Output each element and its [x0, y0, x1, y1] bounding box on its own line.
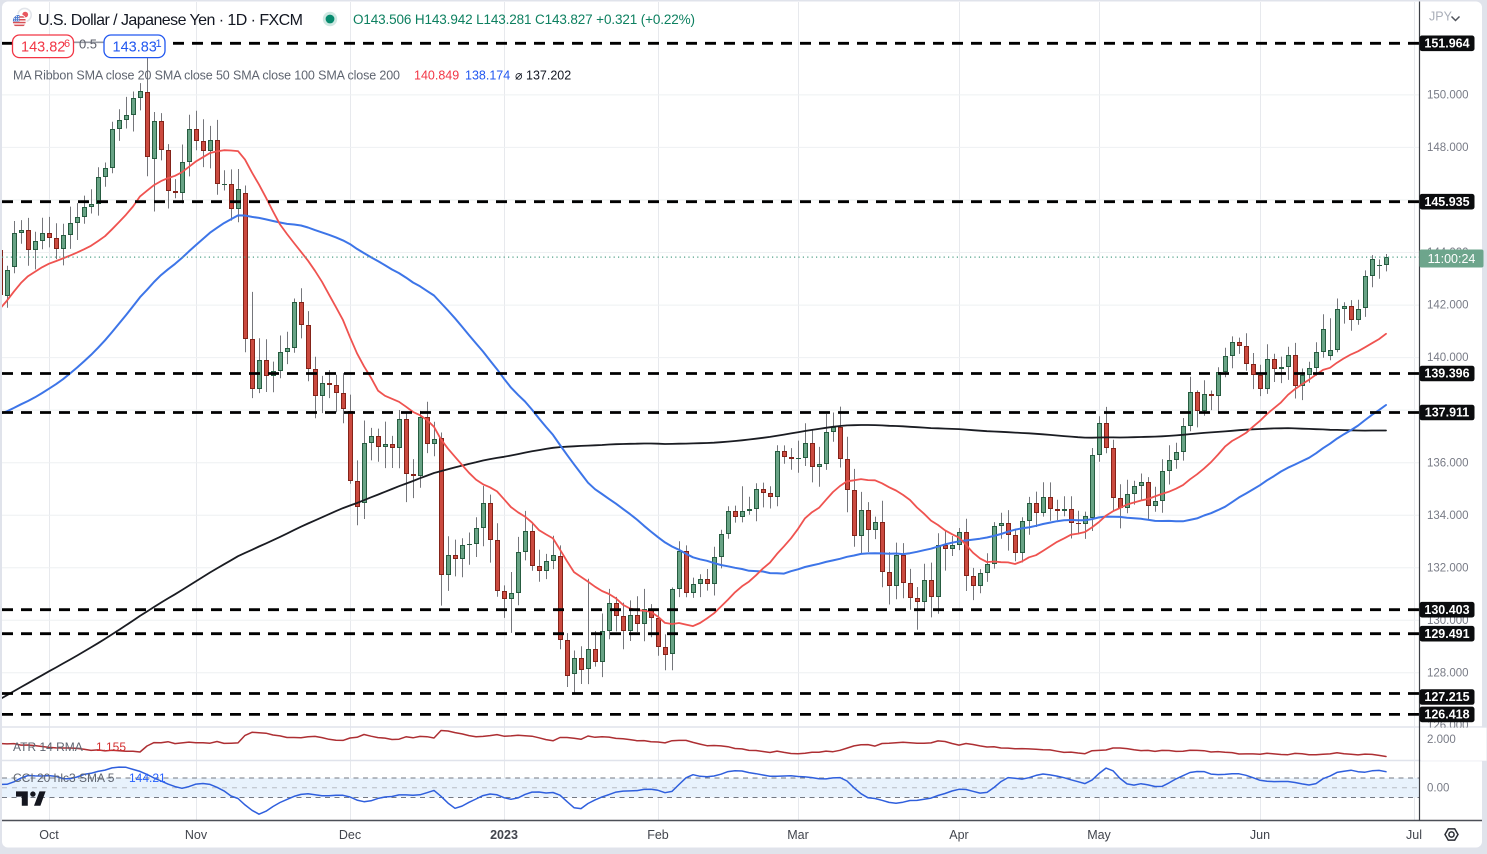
- svg-text:Jun: Jun: [1250, 828, 1270, 842]
- svg-text:Oct: Oct: [39, 828, 59, 842]
- svg-text:151.964: 151.964: [1424, 37, 1469, 51]
- svg-text:Apr: Apr: [949, 828, 968, 842]
- svg-text:1.155: 1.155: [96, 740, 126, 754]
- svg-text:128.000: 128.000: [1427, 667, 1469, 679]
- svg-text:143.82: 143.82: [21, 40, 65, 56]
- svg-text:140.000: 140.000: [1427, 352, 1469, 364]
- svg-text:148.000: 148.000: [1427, 142, 1469, 154]
- svg-text:JPY: JPY: [1429, 10, 1453, 24]
- svg-text:138.174: 138.174: [465, 69, 510, 83]
- svg-text:143.83: 143.83: [113, 40, 157, 56]
- svg-text:0.5: 0.5: [79, 37, 97, 52]
- svg-text:O143.506 H143.942 L143.281 C14: O143.506 H143.942 L143.281 C143.827 +0.3…: [353, 12, 695, 27]
- svg-text:127.215: 127.215: [1424, 690, 1469, 704]
- svg-text:Jul: Jul: [1406, 828, 1422, 842]
- svg-text:142.000: 142.000: [1427, 300, 1469, 312]
- svg-text:6: 6: [64, 38, 70, 50]
- svg-text:144.21: 144.21: [129, 771, 166, 785]
- svg-text:MA Ribbon SMA close 20 SMA clo: MA Ribbon SMA close 20 SMA close 50 SMA …: [13, 69, 400, 83]
- svg-text:129.491: 129.491: [1424, 627, 1469, 641]
- svg-text:May: May: [1087, 828, 1111, 842]
- svg-text:⌀ 137.202: ⌀ 137.202: [515, 69, 571, 83]
- svg-text:150.000: 150.000: [1427, 90, 1469, 102]
- svg-text:11:00:24: 11:00:24: [1428, 252, 1476, 266]
- svg-text:Dec: Dec: [339, 828, 361, 842]
- svg-text:Feb: Feb: [647, 828, 669, 842]
- svg-text:134.000: 134.000: [1427, 510, 1469, 522]
- svg-text:145.935: 145.935: [1424, 195, 1469, 209]
- svg-text:CCI 20 hlc3 SMA 5: CCI 20 hlc3 SMA 5: [13, 771, 115, 785]
- svg-text:Nov: Nov: [185, 828, 208, 842]
- svg-text:130.000: 130.000: [1427, 615, 1469, 627]
- svg-text:136.000: 136.000: [1427, 457, 1469, 469]
- svg-text:0.00: 0.00: [1427, 783, 1449, 795]
- svg-text:U.S. Dollar / Japanese Yen · 1: U.S. Dollar / Japanese Yen · 1D · FXCM: [38, 12, 303, 29]
- svg-text:126.418: 126.418: [1424, 708, 1469, 722]
- svg-text:130.403: 130.403: [1424, 603, 1469, 617]
- svg-text:2.000: 2.000: [1427, 734, 1456, 746]
- svg-text:137.911: 137.911: [1425, 406, 1470, 420]
- svg-text:139.396: 139.396: [1424, 367, 1469, 381]
- svg-text:ATR 14 RMA: ATR 14 RMA: [13, 740, 83, 754]
- svg-text:132.000: 132.000: [1427, 562, 1469, 574]
- svg-text:140.849: 140.849: [414, 69, 459, 83]
- svg-text:1: 1: [156, 38, 162, 50]
- svg-text:Mar: Mar: [787, 828, 809, 842]
- svg-text:2023: 2023: [490, 828, 518, 842]
